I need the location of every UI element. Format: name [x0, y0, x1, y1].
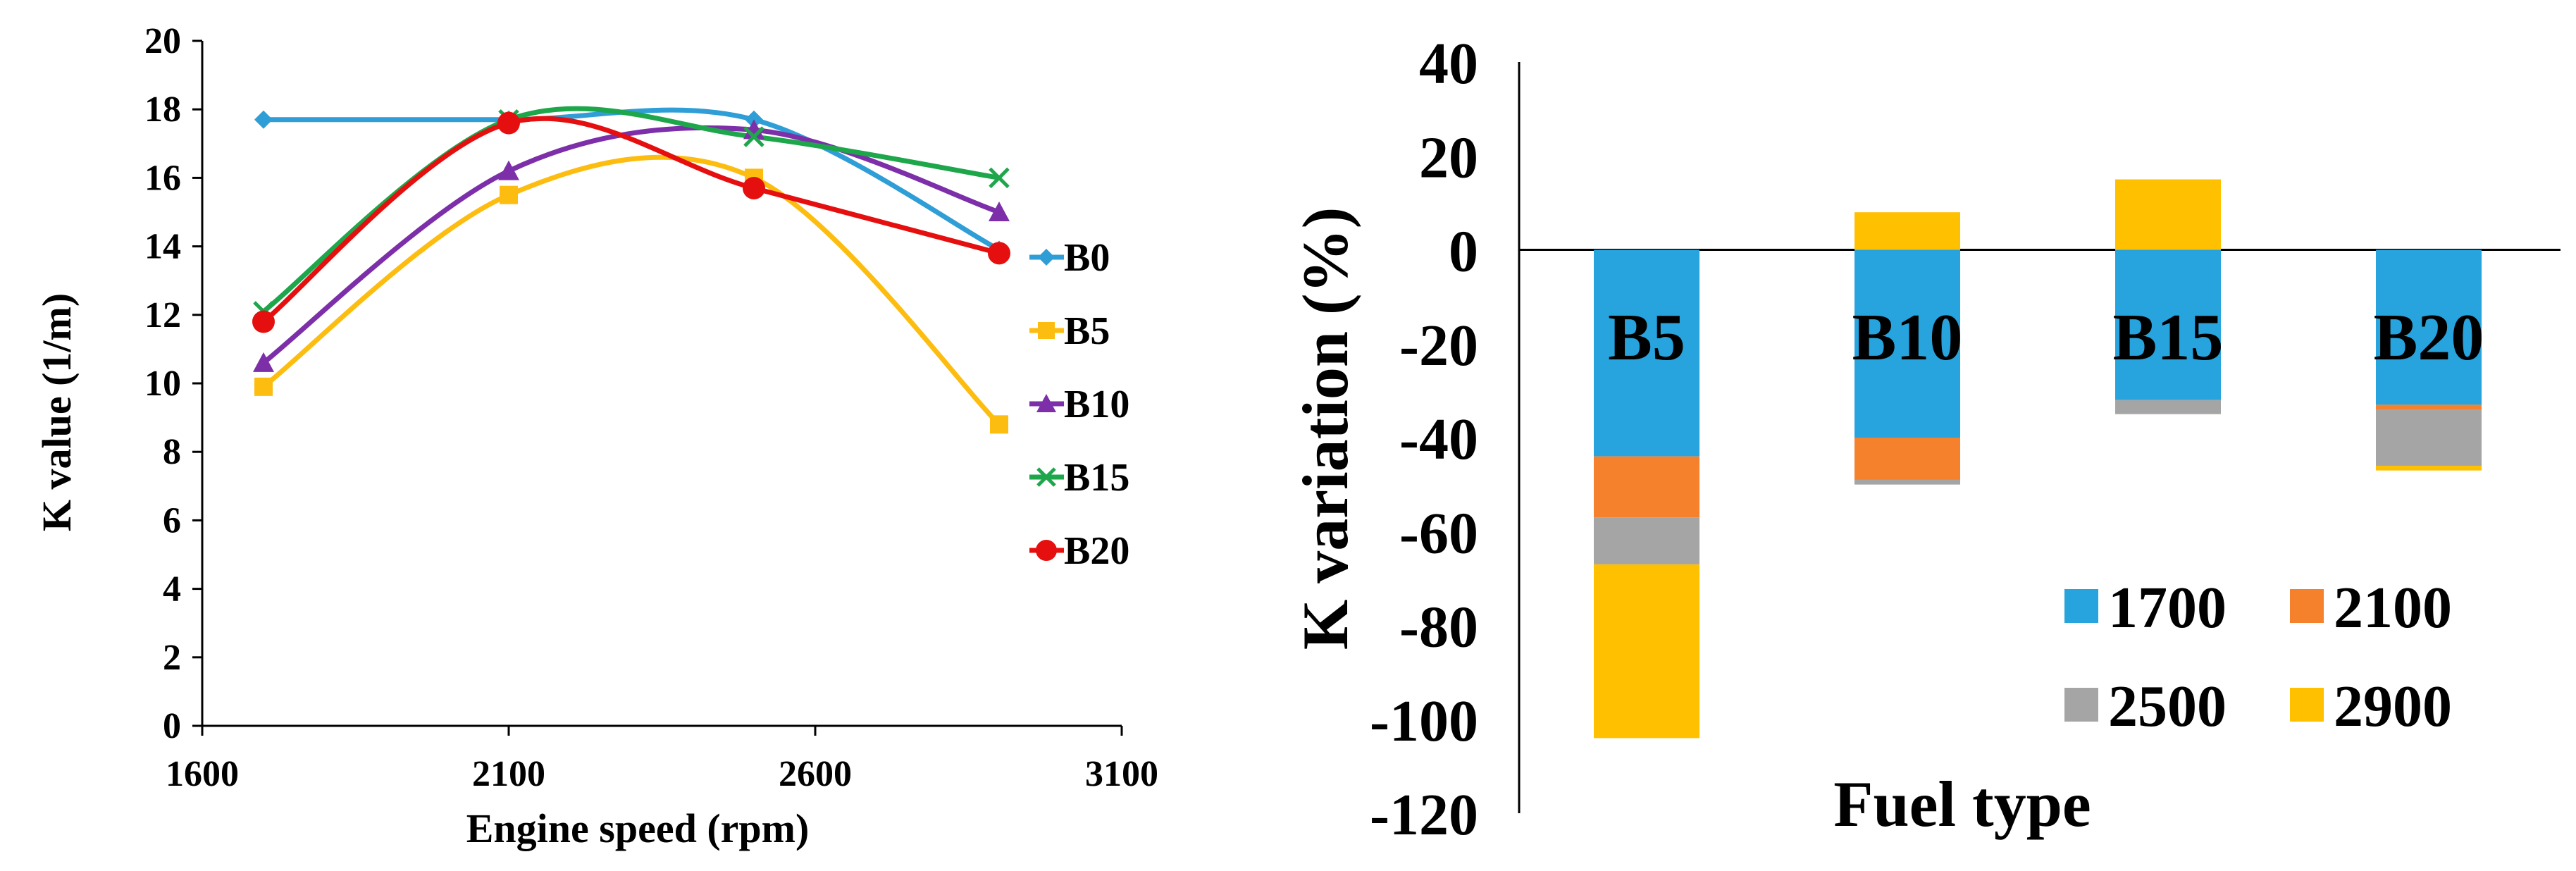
line-chart-axes: 0 2 4 6 8 10 12 14 16 18 20 1600 2100 2600 3100 — [144, 21, 1158, 794]
point-B10 — [989, 202, 1010, 221]
series-line-B5 — [261, 154, 1001, 426]
legend-label-2100: 2100 — [2334, 575, 2452, 641]
legend-marker-B15 — [1036, 467, 1056, 487]
y-tick-label: 12 — [144, 295, 181, 335]
line-chart: 0 2 4 6 8 10 12 14 16 18 20 1600 2100 2600 3100 B0 B5 B1… — [34, 21, 1158, 851]
bar-chart: -120 -100 -80 -60 -40 -20 0 20 40 B5 B10 B15 B20 17… — [1289, 31, 2560, 848]
bar-chart-x-axis-title: Fuel type — [1833, 768, 2091, 840]
y-tick-label: 16 — [144, 158, 181, 198]
y-tick-label: 2 — [163, 638, 181, 678]
point-B10 — [743, 119, 764, 140]
legend-label-B15: B15 — [1064, 456, 1129, 500]
y-tick-label: -120 — [1370, 782, 1478, 848]
bar-B5-2100 — [1594, 456, 1699, 518]
x-tick-label: 3100 — [1085, 754, 1158, 794]
x-tick-label: 2100 — [472, 754, 545, 794]
y-tick-label: -100 — [1370, 688, 1478, 754]
bar-B20-1700 — [2376, 249, 2482, 405]
point-B15 — [989, 167, 1010, 189]
y-tick-label: -20 — [1399, 313, 1478, 378]
point-B5 — [500, 185, 518, 204]
category-label: B20 — [2374, 301, 2484, 374]
point-B5 — [254, 377, 273, 396]
point-B5 — [990, 415, 1008, 434]
bar-chart-bars — [1594, 179, 2482, 739]
bar-chart-category-labels: B5 B10 B15 B20 — [1608, 301, 2484, 374]
legend-label-1700: 1700 — [2108, 575, 2227, 641]
y-tick-label: 8 — [163, 432, 181, 472]
legend-label-2900: 2900 — [2334, 674, 2452, 739]
point-B15 — [743, 126, 764, 147]
legend-marker-B15-stroke — [1036, 467, 1056, 487]
series-line-B15 — [261, 106, 1000, 314]
y-tick-label: -60 — [1399, 500, 1478, 566]
line-chart-markers — [252, 109, 1010, 434]
bar-B15-2900 — [2115, 179, 2221, 250]
legend-label-B10: B10 — [1064, 383, 1129, 426]
line-chart-y-axis-title: K value (1/m) — [34, 293, 80, 531]
line-chart-x-axis-title: Engine speed (rpm) — [466, 805, 810, 851]
point-B0 — [254, 110, 273, 129]
series-line-B0 — [264, 107, 1001, 252]
point-B10 — [253, 352, 274, 372]
y-tick-label: 20 — [1419, 125, 1478, 190]
bar-B5-1700 — [1594, 249, 1699, 457]
series-line-B20 — [261, 116, 1000, 324]
bar-B20-2900 — [2376, 465, 2482, 471]
legend-label-B0: B0 — [1064, 236, 1110, 280]
y-tick-label: 6 — [163, 500, 181, 540]
legend-marker-B5 — [1038, 322, 1055, 339]
point-B20 — [988, 242, 1010, 265]
bar-B20-2500 — [2376, 409, 2482, 466]
bar-B10-1700 — [1854, 249, 1960, 438]
bar-B15-1700 — [2115, 249, 2221, 400]
y-tick-label: -40 — [1399, 407, 1478, 472]
bar-B20-2100 — [2376, 404, 2482, 410]
legend-marker-B10 — [1036, 394, 1056, 412]
category-label: B10 — [1852, 301, 1963, 374]
bar-B15-2500 — [2115, 400, 2221, 414]
series-line-B10 — [261, 125, 1001, 365]
legend-swatch-2900 — [2290, 688, 2324, 722]
line-chart-series — [261, 106, 1001, 426]
y-tick-label: 40 — [1419, 31, 1478, 97]
bar-B5-2500 — [1594, 517, 1699, 564]
point-B15-stroke — [743, 126, 764, 147]
y-tick-label: -80 — [1399, 595, 1478, 660]
bar-chart-axes: -120 -100 -80 -60 -40 -20 0 20 40 — [1370, 31, 2560, 848]
y-tick-label: 0 — [1449, 219, 1478, 285]
point-B20 — [497, 111, 520, 135]
bar-B10-2100 — [1854, 438, 1960, 480]
y-tick-label: 18 — [144, 89, 181, 130]
point-B15-stroke — [989, 167, 1010, 189]
category-label: B5 — [1608, 301, 1685, 374]
x-tick-label: 2600 — [779, 754, 852, 794]
legend-label-B20: B20 — [1064, 529, 1129, 573]
legend-marker-B0 — [1038, 249, 1055, 266]
legend-marker-B20 — [1036, 540, 1057, 561]
legend-swatch-2100 — [2290, 589, 2324, 623]
y-tick-label: 20 — [144, 21, 181, 61]
bar-B10-2500 — [1854, 479, 1960, 485]
y-tick-label: 4 — [163, 569, 181, 610]
legend-label-2500: 2500 — [2108, 674, 2227, 739]
bar-chart-y-axis-title: K variation (%) — [1289, 207, 1361, 650]
point-B20 — [252, 310, 275, 333]
legend-label-B5: B5 — [1064, 309, 1110, 353]
bar-chart-legend: 1700 2100 2500 2900 — [2064, 575, 2452, 739]
y-tick-label: 14 — [144, 227, 181, 267]
line-chart-legend: B0 B5 B10 B15 B20 — [1029, 236, 1129, 573]
bar-B5-2900 — [1594, 564, 1699, 739]
legend-swatch-2500 — [2064, 688, 2098, 722]
y-tick-label: 0 — [163, 706, 181, 746]
point-B10 — [498, 160, 519, 180]
category-label: B15 — [2113, 301, 2224, 374]
x-tick-label: 1600 — [166, 754, 239, 794]
legend-swatch-1700 — [2064, 589, 2098, 623]
bar-B10-2900 — [1854, 212, 1960, 250]
y-tick-label: 10 — [144, 364, 181, 404]
point-B20 — [743, 176, 765, 199]
